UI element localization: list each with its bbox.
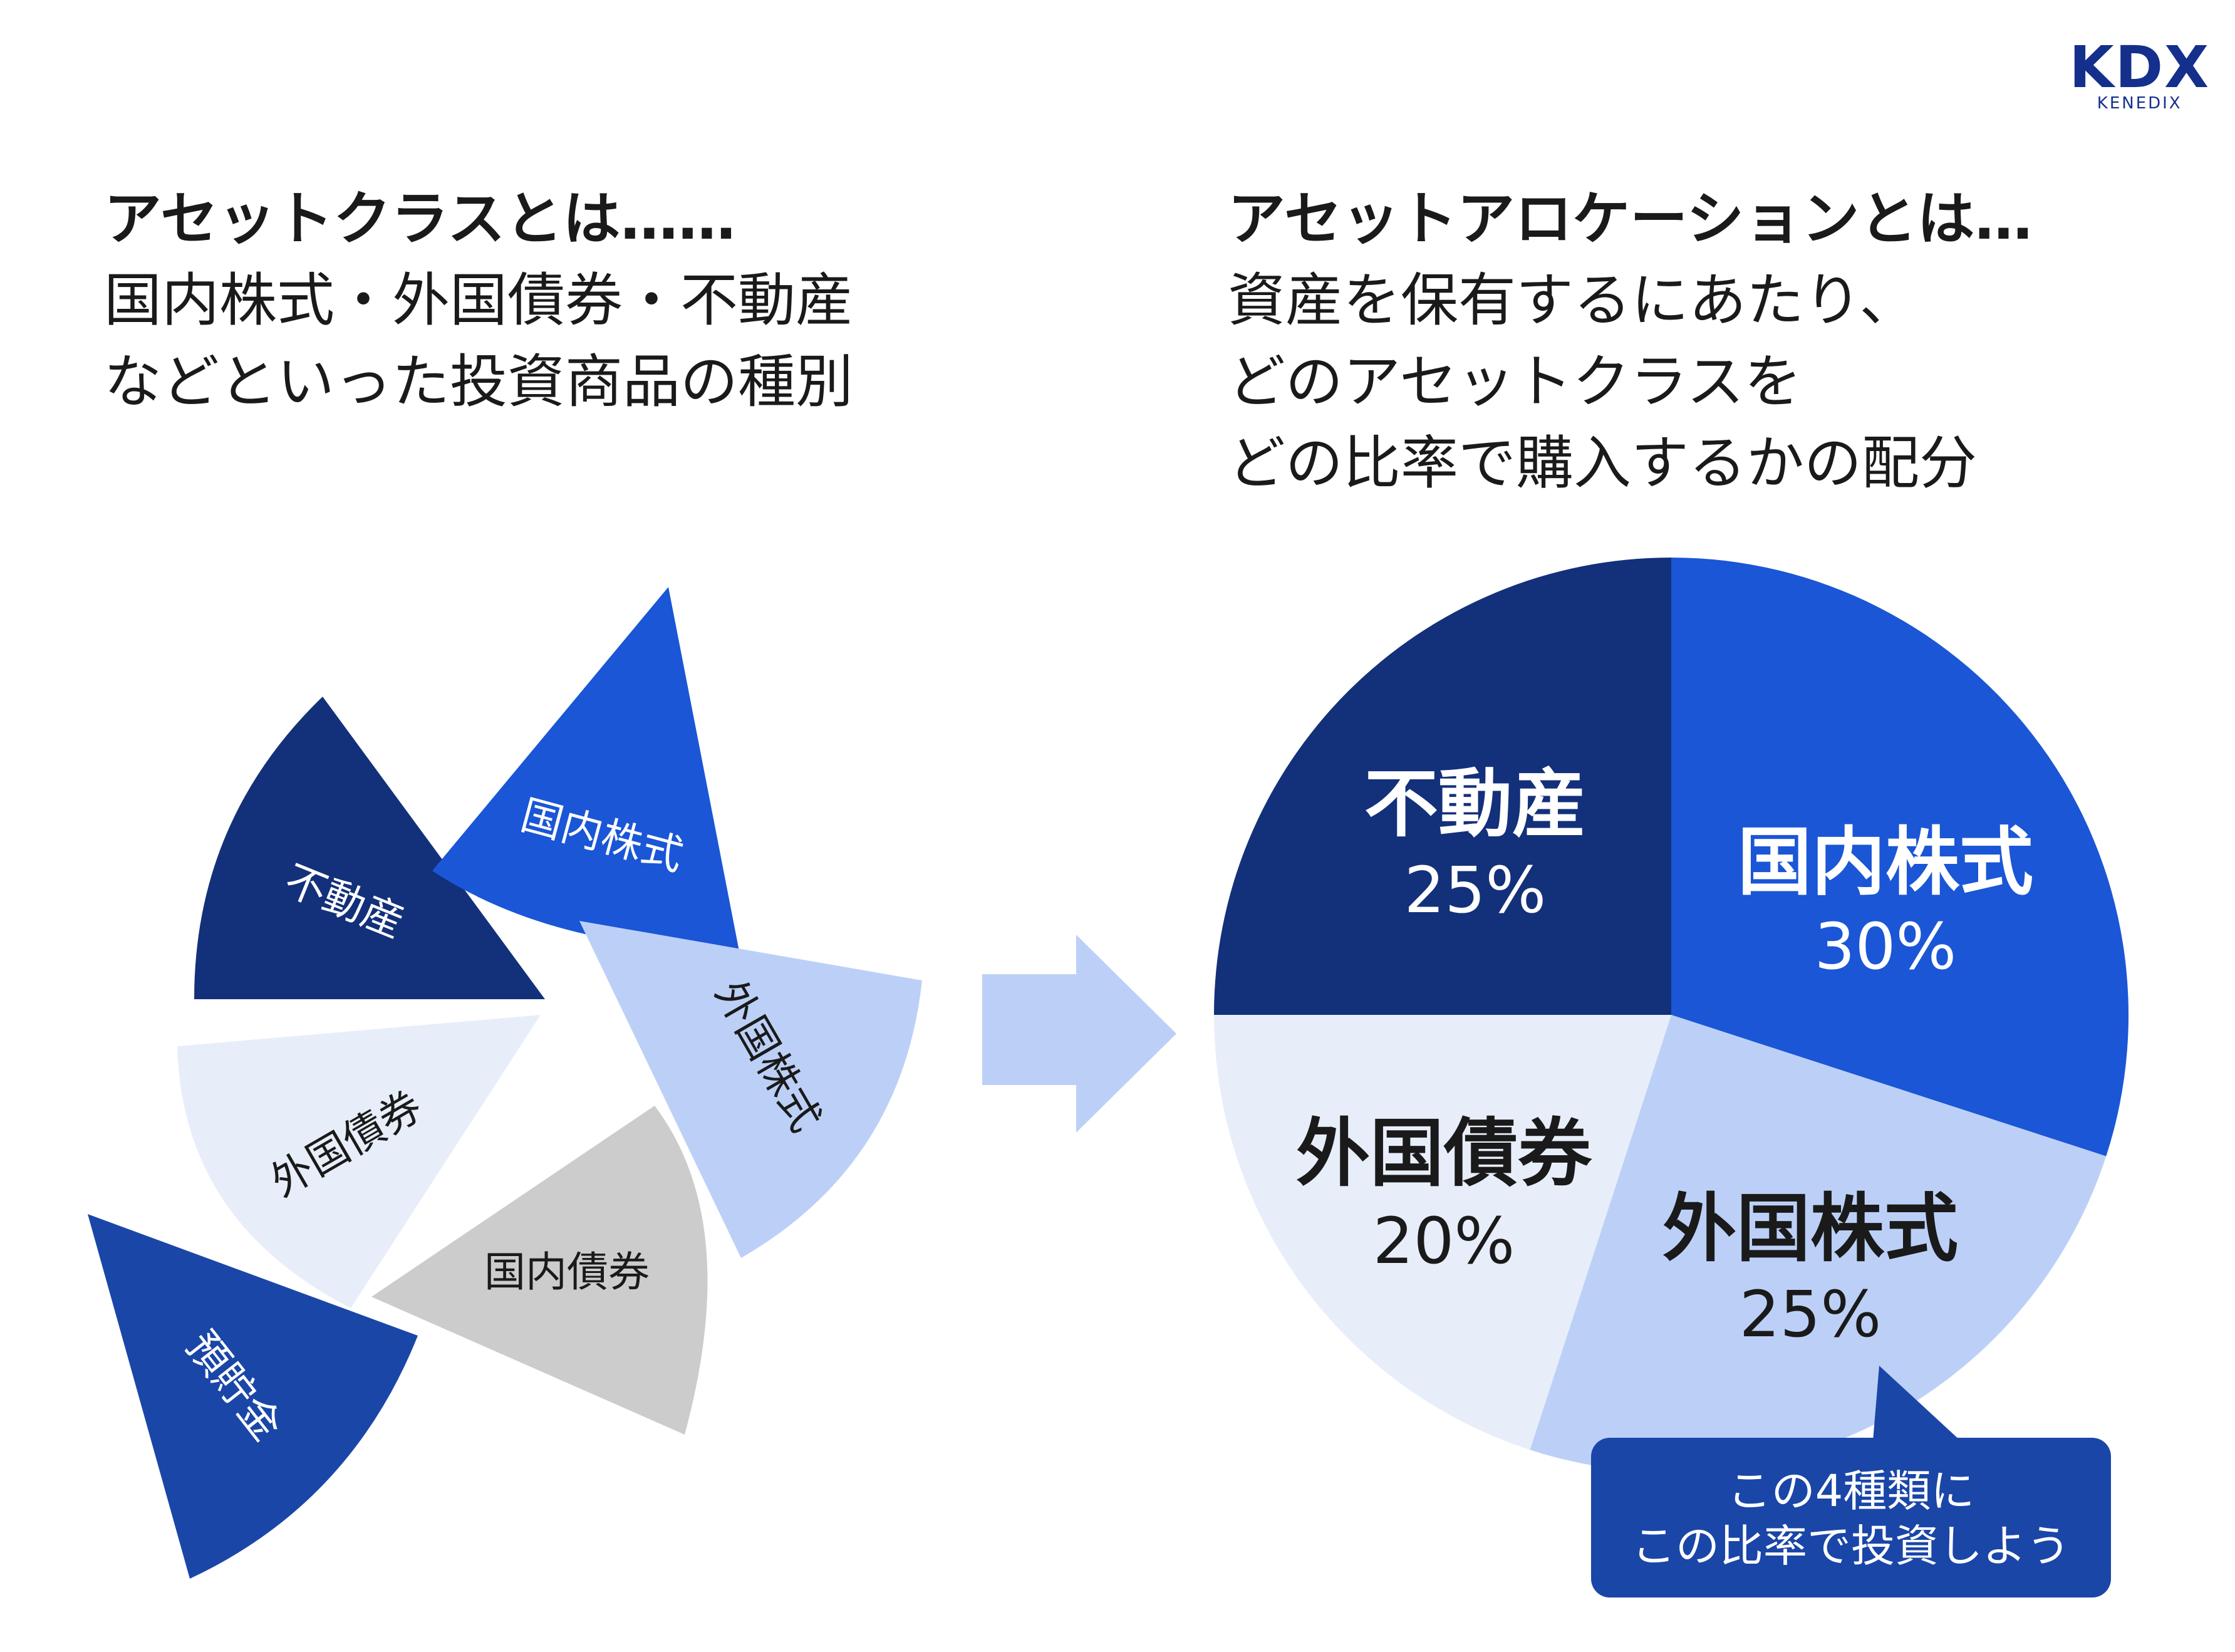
pie-label-domestic-stocks: 国内株式 30%: [1738, 819, 2033, 984]
wedge-foreign-bonds: 外国債券: [177, 1015, 541, 1308]
pie-label-real-estate-name: 不動産: [1364, 761, 1586, 847]
asset-class-line-1: 国内株式・外国債券・不動産: [104, 267, 854, 334]
callout-pointer: [1873, 1366, 1961, 1441]
wedge-domestic-stocks: 国内株式: [432, 587, 739, 951]
logo-mark: KDX: [2069, 34, 2210, 101]
wedge-foreign-stocks-shape: [579, 921, 922, 1258]
arrow-right-icon: [982, 935, 1176, 1133]
wedge-domestic-stocks-shape: [432, 587, 739, 951]
wedge-domestic-bonds: 国内債券: [371, 1106, 708, 1435]
kdx-logo: KDX KENEDIX: [2069, 39, 2210, 113]
asset-allocation-line-2: どのアセットクラスを: [1228, 348, 1802, 415]
pie-label-domestic-stocks-name: 国内株式: [1738, 819, 2033, 905]
wedge-domestic-bonds-label: 国内債券: [484, 1248, 650, 1296]
pie-slice-domestic-stocks: [1671, 558, 2129, 1156]
pie-label-real-estate: 不動産 25%: [1364, 761, 1586, 928]
wedge-real-estate-shape: [194, 697, 545, 999]
allocation-pie-chart: [1214, 558, 2129, 1472]
pie-slice-foreign-bonds: [1214, 1015, 1671, 1450]
pie-label-foreign-bonds-name: 外国債券: [1296, 1110, 1592, 1197]
callout-bubble: この4種類に この比率で投資しよう: [1591, 1366, 2111, 1597]
callout-box: [1591, 1438, 2111, 1597]
pie-label-domestic-stocks-value: 30%: [1815, 910, 1957, 984]
asset-allocation-line-3: どの比率で購入するかの配分: [1228, 430, 1978, 497]
asset-class-heading: アセットクラスとは……: [104, 185, 736, 252]
callout-line-1: この4種類に: [1728, 1465, 1975, 1517]
wedge-foreign-stocks: 外国株式: [579, 921, 922, 1258]
pie-label-foreign-bonds: 外国債券 20%: [1296, 1110, 1592, 1279]
pie-slice-foreign-stocks: [1530, 1015, 2107, 1472]
asset-allocation-definition: アセットアロケーションとは… 資産を保有するにあたり、 どのアセットクラスを ど…: [1228, 179, 2032, 504]
pie-label-foreign-stocks: 外国株式 25%: [1662, 1185, 1958, 1352]
pie-label-foreign-stocks-value: 25%: [1740, 1277, 1882, 1352]
asset-class-line-2: などといった投資商品の種別: [104, 348, 854, 415]
callout-line-2: この比率で投資しよう: [1632, 1520, 2070, 1572]
wedge-foreign-bonds-shape: [177, 1015, 541, 1308]
wedge-savings-shape: [88, 1214, 418, 1579]
asset-allocation-heading: アセットアロケーションとは…: [1228, 185, 2033, 252]
wedge-domestic-bonds-shape: [371, 1106, 708, 1435]
pie-label-foreign-stocks-name: 外国株式: [1662, 1185, 1958, 1272]
pie-slice-real-estate: [1214, 558, 1671, 1015]
wedge-savings: 預貯金: [88, 1214, 418, 1579]
wedge-real-estate: 不動産: [194, 697, 545, 999]
logo-subtext: KENEDIX: [2097, 94, 2182, 113]
pie-label-foreign-bonds-value: 20%: [1373, 1204, 1515, 1279]
asset-class-definition: アセットクラスとは…… 国内株式・外国債券・不動産 などといった投資商品の種別: [104, 179, 853, 423]
asset-allocation-line-1: 資産を保有するにあたり、: [1228, 267, 1917, 334]
pie-label-real-estate-value: 25%: [1404, 853, 1547, 928]
